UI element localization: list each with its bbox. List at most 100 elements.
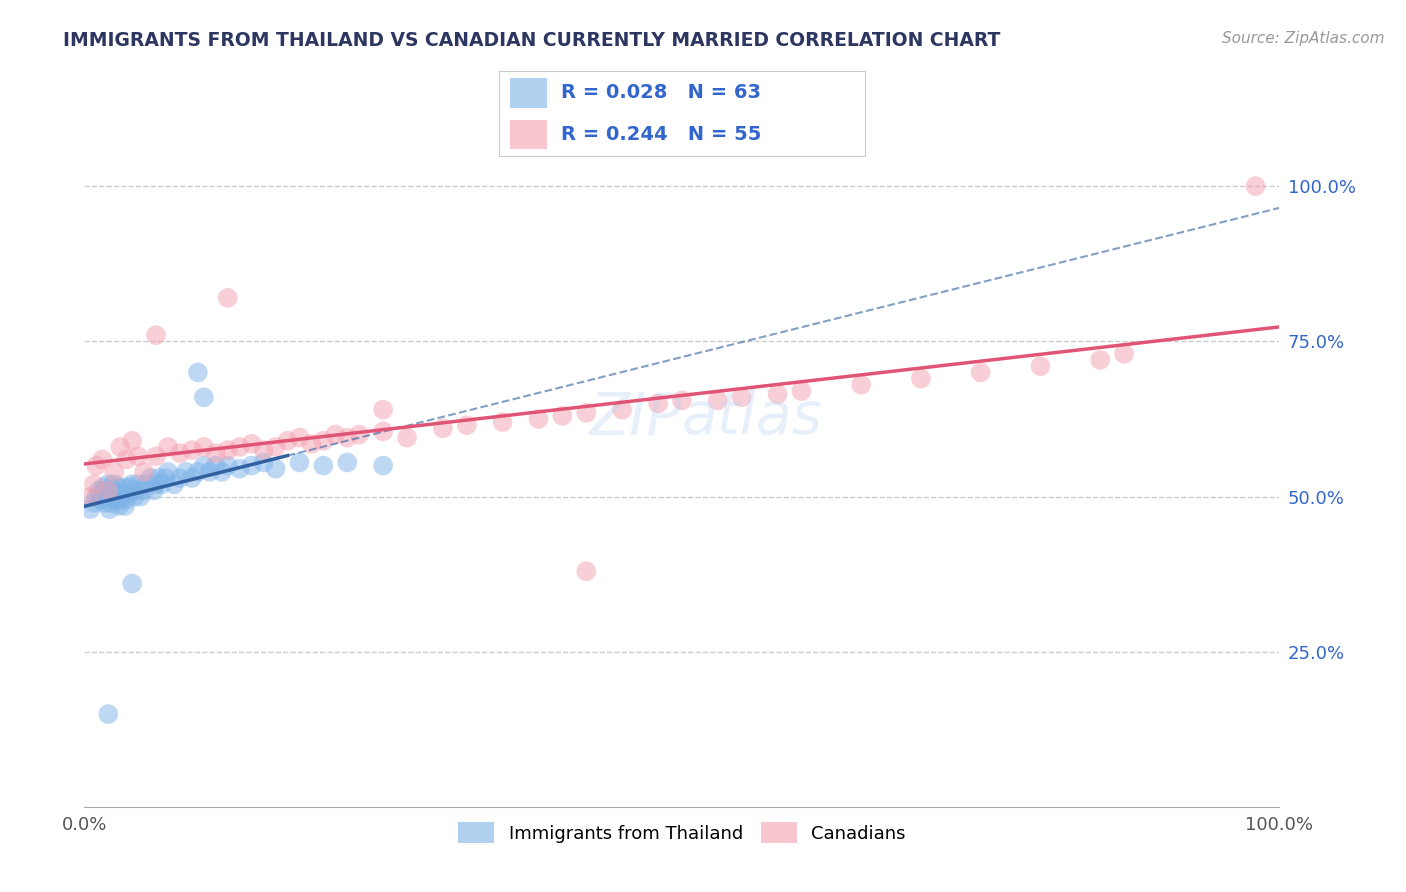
Point [181,443,204,458]
Text: R = 0.244   N = 55: R = 0.244 N = 55 [561,125,762,144]
Point [575,564,598,578]
Point [97,707,120,722]
Bar [510,78,547,108]
Point [105,486,128,500]
Point [731,390,754,404]
Point [91,452,114,467]
Point [101,483,124,498]
Point [312,458,335,473]
Point [217,291,239,305]
Point [145,450,167,464]
Point [851,377,873,392]
Point [97,477,120,491]
Point [217,443,239,458]
Point [277,434,299,448]
Point [1029,359,1052,374]
Point [115,452,138,467]
Point [104,492,127,507]
Point [205,458,228,473]
Point [121,576,143,591]
Point [169,446,191,460]
Point [96,483,118,498]
Point [325,427,347,442]
Point [174,465,197,479]
Point [551,409,574,423]
Point [264,461,287,475]
Point [124,490,146,504]
Point [1244,179,1267,194]
Point [115,492,138,507]
Point [187,465,209,479]
Point [135,477,157,491]
Point [103,465,125,479]
Point [790,384,813,398]
Point [336,455,359,469]
Point [100,496,122,510]
Point [117,486,139,500]
Point [193,440,215,454]
Point [101,490,124,504]
Point [163,477,186,491]
Bar [510,120,547,149]
Point [157,465,180,479]
Point [103,477,125,491]
Point [145,477,167,491]
Point [93,496,115,510]
Point [612,402,634,417]
Point [970,366,993,380]
Point [240,458,263,473]
Point [217,458,239,473]
Point [187,366,209,380]
Point [148,471,170,485]
Point [766,387,789,401]
Point [125,483,148,498]
Point [264,440,287,454]
Point [240,437,263,451]
Point [373,425,395,439]
Point [312,434,335,448]
Point [253,455,276,469]
Point [145,328,167,343]
Point [121,434,143,448]
Point [647,396,669,410]
Point [456,418,478,433]
Text: Source: ZipAtlas.com: Source: ZipAtlas.com [1222,31,1385,46]
Text: atlas: atlas [682,389,823,446]
Point [86,458,108,473]
Point [79,490,101,504]
Point [211,465,233,479]
Point [253,443,276,458]
Point [1090,353,1112,368]
Point [373,458,395,473]
Point [142,483,165,498]
Point [1114,347,1136,361]
Point [132,483,156,498]
Point [132,465,156,479]
Point [181,471,204,485]
Point [110,492,132,507]
Point [121,477,143,491]
Legend: Immigrants from Thailand, Canadians: Immigrants from Thailand, Canadians [451,815,912,850]
Point [107,480,129,494]
Point [114,499,136,513]
Point [671,393,693,408]
Point [86,490,108,504]
Point [301,437,323,451]
Text: ZIP: ZIP [589,389,682,446]
Point [150,477,173,491]
Point [373,402,395,417]
Point [118,480,141,494]
Point [91,486,114,500]
Point [83,496,105,510]
Point [157,440,180,454]
Point [87,483,110,498]
Point [93,480,115,494]
Point [112,480,135,494]
Point [198,465,221,479]
Point [707,393,730,408]
Point [110,440,132,454]
Point [229,461,252,475]
Point [97,483,120,498]
Point [229,440,252,454]
Point [288,455,311,469]
